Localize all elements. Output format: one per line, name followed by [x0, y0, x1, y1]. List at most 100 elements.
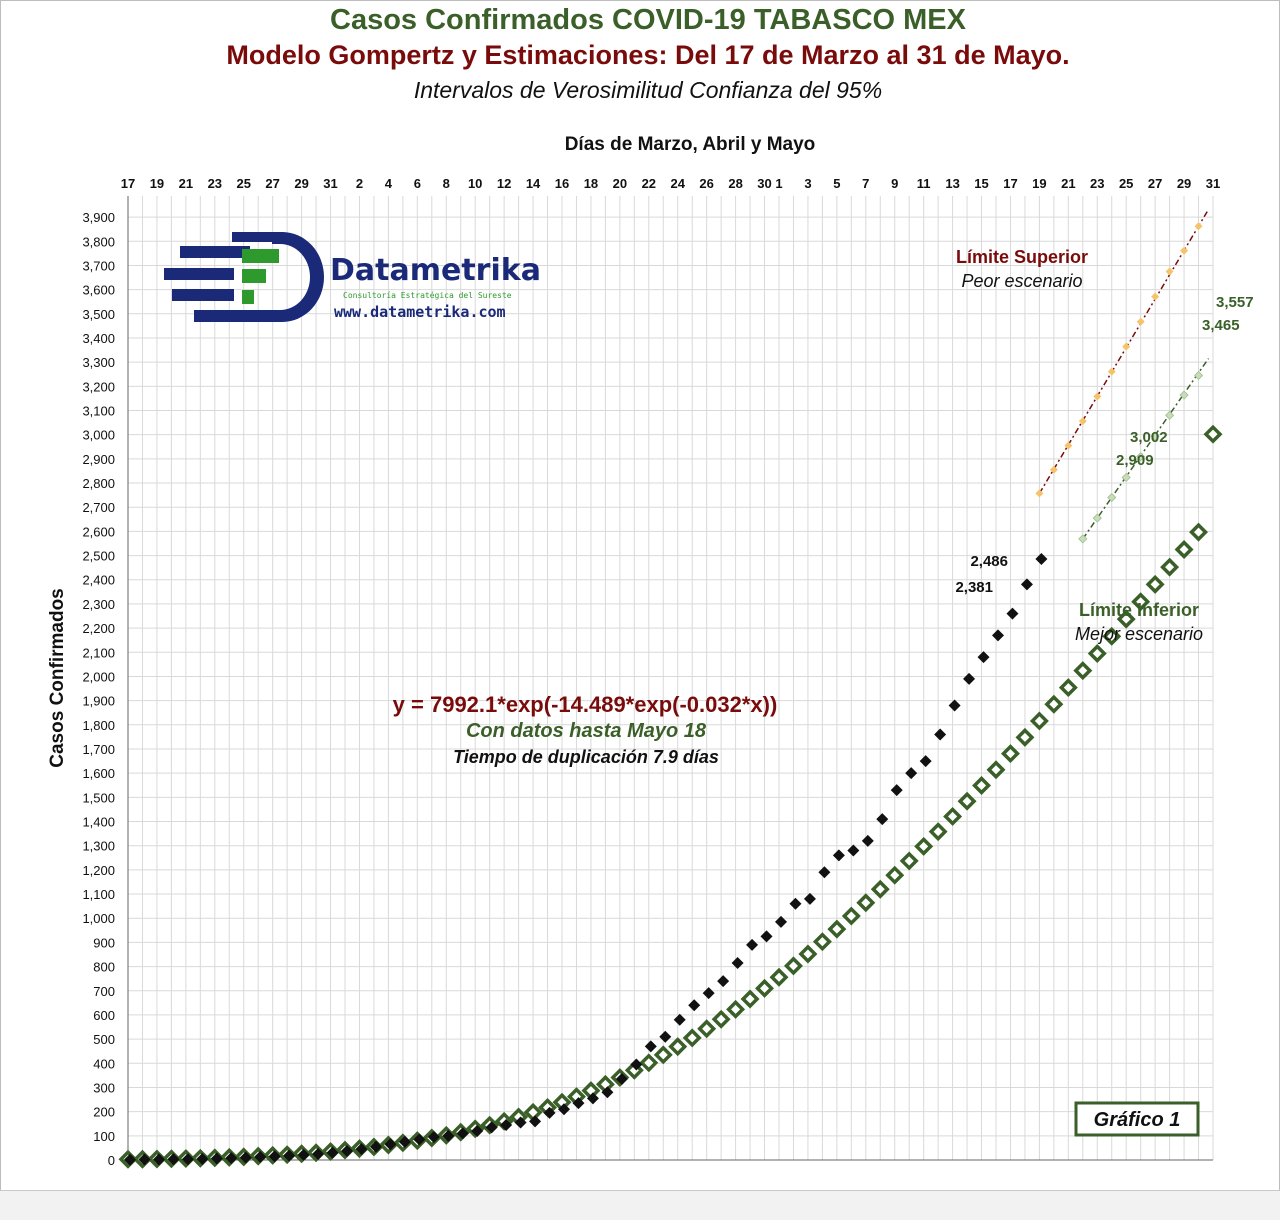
observed-point	[239, 1151, 252, 1164]
y-tick-label: 3,900	[82, 210, 115, 225]
observed-point	[181, 1153, 194, 1166]
x-tick-label: 17	[1003, 176, 1017, 191]
y-tick-label: 1,000	[82, 911, 115, 926]
model-point	[1189, 522, 1209, 542]
observed-point	[789, 897, 802, 910]
upper-limit-point	[1165, 267, 1174, 276]
model-point	[870, 879, 890, 899]
y-tick-label: 0	[108, 1153, 115, 1168]
x-tick-label: 26	[699, 176, 713, 191]
model-point	[928, 822, 948, 842]
model-point	[639, 1053, 659, 1073]
observed-point	[630, 1058, 643, 1071]
x-tick-label: 28	[728, 176, 742, 191]
model-point	[726, 999, 746, 1019]
observed-point	[1020, 578, 1033, 591]
model-point	[653, 1045, 673, 1065]
chart-subtitle: Modelo Gompertz y Estimaciones: Del 17 d…	[226, 40, 1070, 70]
model-point	[1203, 424, 1223, 444]
y-tick-label: 600	[93, 1008, 115, 1023]
observed-point	[398, 1135, 411, 1148]
model-point	[856, 893, 876, 913]
observed-point	[341, 1145, 353, 1158]
x-tick-label: 6	[414, 176, 421, 191]
y-tick-label: 3,000	[82, 428, 115, 443]
model-point	[1131, 592, 1151, 612]
observed-point	[803, 892, 816, 905]
y-tick-label: 500	[93, 1032, 115, 1047]
observed-point	[442, 1129, 455, 1142]
observed-point	[746, 938, 759, 951]
observed-point	[152, 1153, 165, 1166]
x-tick-label: 22	[642, 176, 656, 191]
x-tick-label: 9	[891, 176, 898, 191]
x-tick-label: 30	[757, 176, 771, 191]
upper-limit-point	[1093, 392, 1102, 401]
y-axis-label: Casos Confirmados	[47, 588, 68, 767]
x-tick-label: 25	[1119, 176, 1133, 191]
x-tick-label: 5	[833, 176, 840, 191]
x-tick-label: 19	[150, 176, 164, 191]
observed-point	[456, 1127, 469, 1140]
observed-point	[688, 999, 701, 1012]
observed-point	[818, 866, 831, 879]
y-tick-label: 2,600	[82, 524, 115, 539]
model-point	[914, 836, 934, 856]
observed-point	[254, 1150, 267, 1163]
y-tick-label: 300	[93, 1080, 115, 1095]
observed-point	[138, 1153, 151, 1166]
observed-point	[832, 849, 845, 862]
y-tick-label: 2,100	[82, 645, 115, 660]
observed-point	[297, 1148, 310, 1161]
observed-point	[196, 1153, 209, 1166]
observed-point	[572, 1097, 585, 1110]
trend-line	[1038, 208, 1210, 494]
x-tick-label: 12	[497, 176, 511, 191]
model-point	[755, 978, 775, 998]
x-tick-label: 14	[526, 176, 541, 191]
lower-limit-point	[1193, 370, 1204, 381]
y-tick-label: 1,100	[82, 887, 115, 902]
observed-point	[427, 1131, 440, 1144]
observed-point	[124, 1153, 136, 1166]
lower-limit-point	[1107, 492, 1117, 503]
observed-point	[514, 1116, 527, 1129]
bottom-strip	[0, 1190, 1280, 1220]
x-tick-label: 3	[804, 176, 811, 191]
lower-limit-point	[1179, 390, 1189, 400]
upper-limit-point	[1064, 441, 1073, 450]
observed-point	[644, 1040, 657, 1053]
y-tick-label: 200	[93, 1105, 115, 1120]
observed-point	[876, 813, 889, 826]
y-tick-label: 3,700	[82, 258, 115, 273]
doubling-time-label: Tiempo de duplicación 7.9 días	[453, 747, 719, 767]
x-tick-label: 21	[179, 176, 193, 191]
x-tick-label: 17	[121, 176, 135, 191]
model-point	[827, 919, 847, 939]
lower-limit-caption: Mejor escenario	[1075, 624, 1203, 644]
data-note-label: Con datos hasta Mayo 18	[466, 720, 707, 742]
x-tick-label: 11	[917, 176, 931, 191]
x-tick-label: 18	[584, 176, 598, 191]
chart-badge: Gráfico 1	[1094, 1109, 1181, 1131]
model-point	[986, 760, 1006, 780]
upper-limit-point	[1049, 465, 1058, 474]
value-annotation: 2,909	[1116, 452, 1154, 469]
y-tick-label: 900	[93, 935, 115, 950]
x-tick-label: 16	[555, 176, 569, 191]
y-tick-label: 1,200	[82, 863, 115, 878]
model-point	[899, 851, 919, 871]
lower-limit-point	[1136, 452, 1146, 462]
x-tick-label: 23	[208, 176, 222, 191]
x-tick-label: 24	[670, 176, 685, 191]
lower-limit-title: Límite Inferior	[1079, 600, 1199, 620]
x-tick-label: 29	[1177, 176, 1191, 191]
lower-limit-point	[1121, 472, 1131, 483]
x-tick-label: 10	[468, 176, 482, 191]
x-tick-label: 25	[236, 176, 250, 191]
x-tick-label: 4	[385, 176, 393, 191]
model-point	[841, 906, 861, 926]
chart-axes	[127, 196, 1213, 1161]
y-tick-label: 3,600	[82, 283, 115, 298]
observed-point	[471, 1124, 484, 1137]
